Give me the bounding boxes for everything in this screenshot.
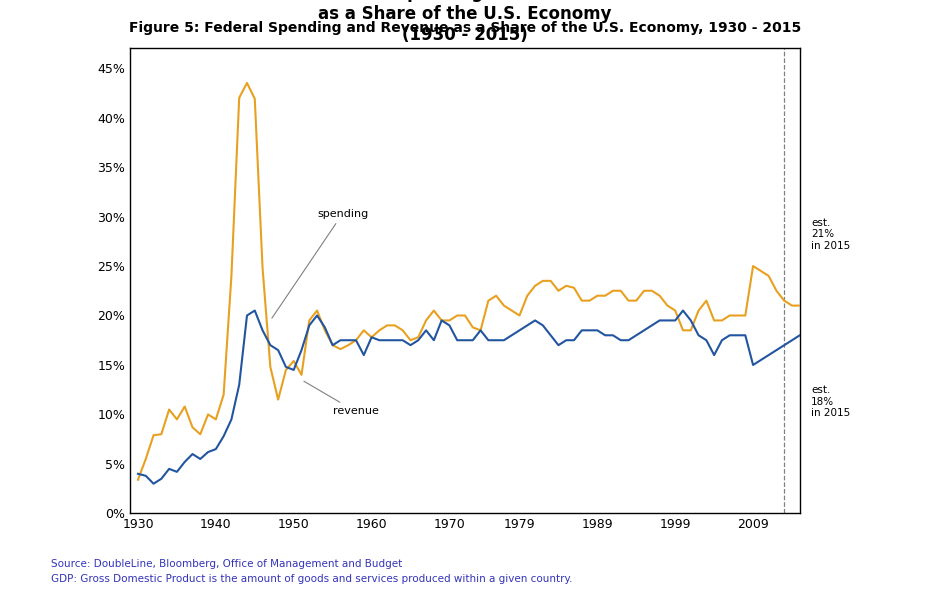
Text: GDP: Gross Domestic Product is the amount of goods and services produced within : GDP: Gross Domestic Product is the amoun…	[51, 574, 573, 584]
Text: Figure 5: Federal Spending and Revenue as a Share of the U.S. Economy, 1930 - 20: Figure 5: Federal Spending and Revenue a…	[129, 21, 801, 35]
Title: Federal Spending and Revenue
as a Share of the U.S. Economy
(1930 - 2015): Federal Spending and Revenue as a Share …	[318, 0, 612, 44]
Text: Source: DoubleLine, Bloomberg, Office of Management and Budget: Source: DoubleLine, Bloomberg, Office of…	[51, 559, 403, 569]
Text: spending: spending	[272, 208, 368, 318]
Text: est.
21%
in 2015: est. 21% in 2015	[811, 218, 850, 251]
Text: revenue: revenue	[304, 381, 379, 416]
Text: est.
18%
in 2015: est. 18% in 2015	[811, 385, 850, 419]
